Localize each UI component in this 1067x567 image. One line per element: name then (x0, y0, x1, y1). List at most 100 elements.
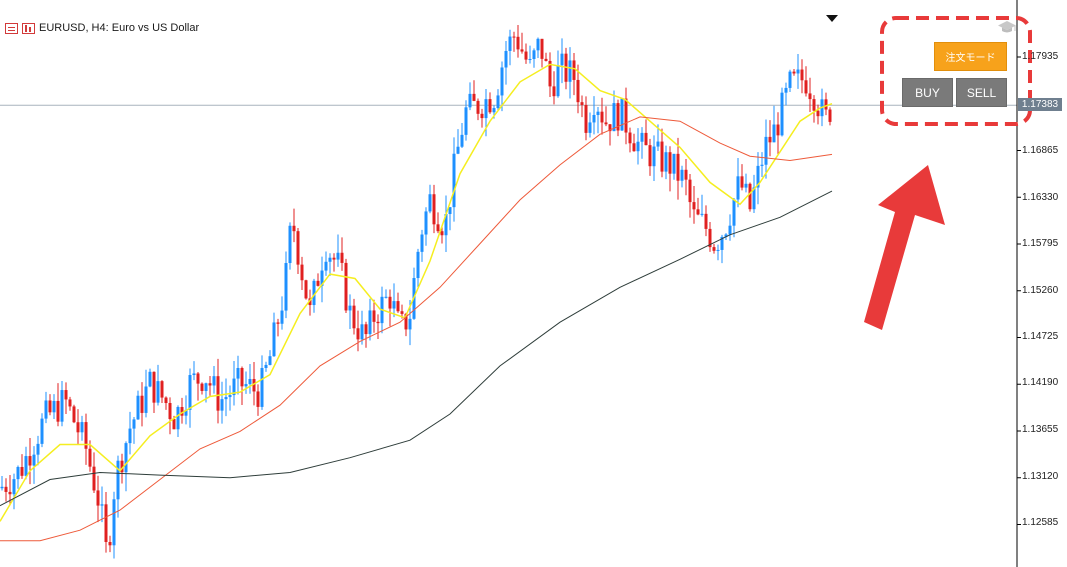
price-axis-label: 1.15795 (1022, 238, 1059, 249)
candle (336, 234, 340, 267)
candle (472, 80, 476, 102)
order-mode-button[interactable]: 注文モード (934, 42, 1007, 71)
candle (584, 96, 588, 141)
candle (596, 107, 600, 134)
candle (512, 31, 516, 52)
candle (784, 82, 788, 106)
candle (796, 54, 800, 89)
price-axis-label: 1.15260 (1022, 285, 1059, 296)
candle (328, 253, 332, 276)
chart-list-icon[interactable] (5, 22, 18, 34)
candle (768, 120, 772, 157)
candle (552, 71, 556, 105)
candle (496, 89, 500, 111)
candle (428, 184, 432, 214)
candle (220, 381, 224, 424)
candle (36, 435, 40, 466)
candle (212, 366, 216, 394)
candle (628, 127, 632, 153)
candle (96, 475, 100, 523)
candle (360, 310, 364, 345)
price-axis-label: 1.17935 (1022, 51, 1059, 62)
sell-button[interactable]: SELL (956, 78, 1007, 107)
candle (148, 368, 152, 388)
candle (712, 243, 716, 254)
candle (460, 123, 464, 148)
red-arrow-icon (864, 165, 945, 330)
candle (432, 184, 436, 234)
candle (664, 145, 668, 180)
candle (468, 82, 472, 111)
candle (528, 45, 532, 64)
candle (112, 491, 116, 559)
candle (76, 409, 80, 445)
candle (764, 119, 768, 179)
price-axis-label: 1.12585 (1022, 517, 1059, 528)
candle (812, 95, 816, 123)
candle (368, 298, 372, 341)
candle (340, 237, 344, 271)
candle (344, 258, 348, 314)
candle (716, 244, 720, 261)
candle (56, 383, 60, 427)
candle (444, 195, 448, 253)
candle (316, 273, 320, 287)
candle (728, 214, 732, 241)
candle (416, 248, 420, 288)
candle (448, 207, 452, 231)
candle (356, 310, 360, 352)
candle (776, 112, 780, 155)
candle (324, 251, 328, 276)
chart-menu-triangle-icon[interactable] (826, 15, 838, 22)
candle (72, 404, 76, 424)
candle (100, 486, 104, 523)
candle (800, 59, 804, 94)
candle (680, 165, 684, 188)
candle (624, 87, 628, 145)
buy-button[interactable]: BUY (902, 78, 953, 107)
candle (476, 98, 480, 121)
candle (244, 371, 248, 394)
candle (108, 535, 112, 553)
chart-bars-icon[interactable] (22, 22, 35, 34)
candle (300, 256, 304, 291)
candle (12, 473, 16, 510)
price-axis-label: 1.13655 (1022, 424, 1059, 435)
candle (80, 415, 84, 441)
candle (560, 38, 564, 84)
candle (0, 476, 4, 491)
candle (256, 384, 260, 416)
candle (396, 292, 400, 313)
candle (168, 397, 172, 435)
candle (136, 390, 140, 420)
price-axis-label: 1.14725 (1022, 331, 1059, 342)
candle (424, 207, 428, 246)
candle (572, 53, 576, 96)
candle (160, 380, 164, 403)
candle (588, 112, 592, 138)
ma-slow-line (0, 190, 833, 507)
candle (280, 296, 284, 330)
candle (808, 77, 812, 112)
candle (756, 152, 760, 205)
candle (392, 283, 396, 318)
candle (132, 417, 136, 444)
candle (668, 146, 672, 192)
candle (124, 441, 128, 492)
candle (688, 173, 692, 218)
candle (272, 312, 276, 357)
candle (672, 153, 676, 180)
chart-title-bar: EURUSD, H4: Euro vs US Dollar (5, 20, 199, 36)
candle (816, 104, 820, 125)
candle (152, 371, 156, 413)
candle (456, 129, 460, 155)
candle (216, 358, 220, 424)
ma-fast-line (0, 63, 833, 522)
candle (192, 361, 196, 381)
candle (308, 289, 312, 316)
candle (32, 446, 36, 484)
graduation-cap-icon[interactable] (997, 19, 1017, 35)
candle (16, 465, 20, 489)
candle (48, 394, 52, 416)
